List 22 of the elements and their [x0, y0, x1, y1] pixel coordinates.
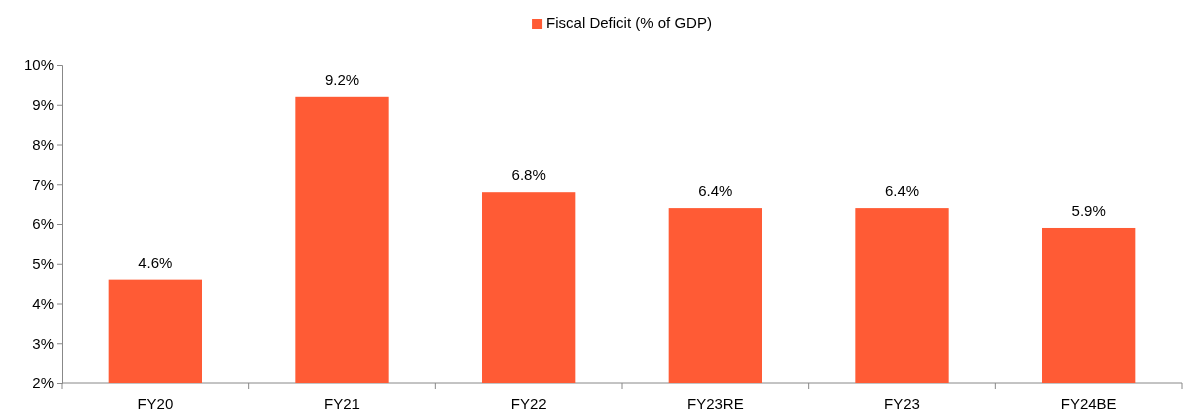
data-label: 5.9%	[1071, 201, 1106, 219]
x-tick-label: FY24BE	[1060, 395, 1117, 412]
y-tick-label: 8%	[32, 135, 54, 153]
data-label: 9.2%	[324, 70, 360, 88]
legend-label: Fiscal Deficit (% of GDP)	[546, 14, 712, 31]
y-tick-label: 5%	[32, 255, 54, 273]
y-tick-label: 4%	[32, 294, 54, 312]
x-tick-label: FY22	[510, 395, 547, 412]
y-tick-label: 6%	[32, 215, 54, 233]
y-tick-label: 7%	[32, 175, 54, 193]
data-label: 4.6%	[138, 253, 173, 271]
x-tick-label: FY23	[884, 395, 920, 412]
y-tick-label: 10%	[23, 56, 54, 74]
x-tick-label: FY21	[324, 395, 360, 412]
x-tick-label: FY20	[137, 395, 174, 412]
data-label: 6.4%	[698, 182, 733, 200]
data-label: 6.8%	[511, 166, 546, 184]
data-label: 6.4%	[884, 182, 920, 200]
x-tick-label: FY23RE	[686, 395, 744, 412]
y-tick-label: 9%	[32, 96, 54, 114]
y-tick-label: 2%	[32, 374, 54, 392]
y-tick-label: 3%	[32, 334, 54, 352]
